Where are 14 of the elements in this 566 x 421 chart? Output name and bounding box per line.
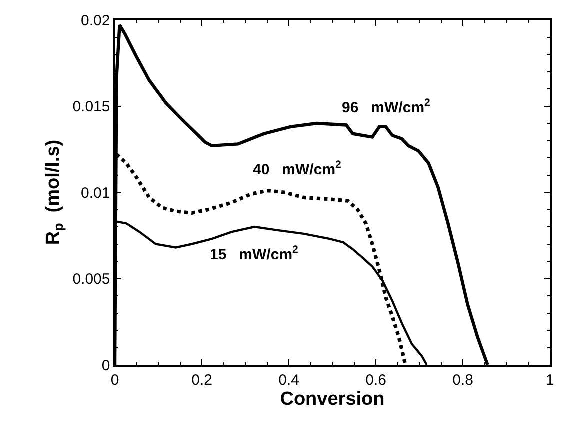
- x-tick-label: 0.8: [452, 372, 474, 389]
- series-label: 40 mW/cm$^{2}$: [253, 159, 342, 178]
- x-tick-label: 0.4: [278, 372, 300, 389]
- y-tick-label: 0: [102, 357, 110, 374]
- series-label: 15 mW/cm$^{2}$: [210, 244, 299, 264]
- y-tick-label: 0.01: [81, 184, 110, 202]
- y-tick-label: 0.015: [72, 98, 110, 116]
- x-tick-label: 1: [546, 372, 554, 389]
- series-label: 96 mW/cm$^{2}$: [342, 97, 431, 116]
- y-tick-label: 0.02: [81, 12, 110, 30]
- x-axis-title: Conversion: [280, 389, 385, 410]
- y-tick-label: 0.005: [72, 271, 110, 288]
- x-tick-label: 0.2: [192, 372, 212, 389]
- x-tick-label: 0.6: [366, 372, 386, 389]
